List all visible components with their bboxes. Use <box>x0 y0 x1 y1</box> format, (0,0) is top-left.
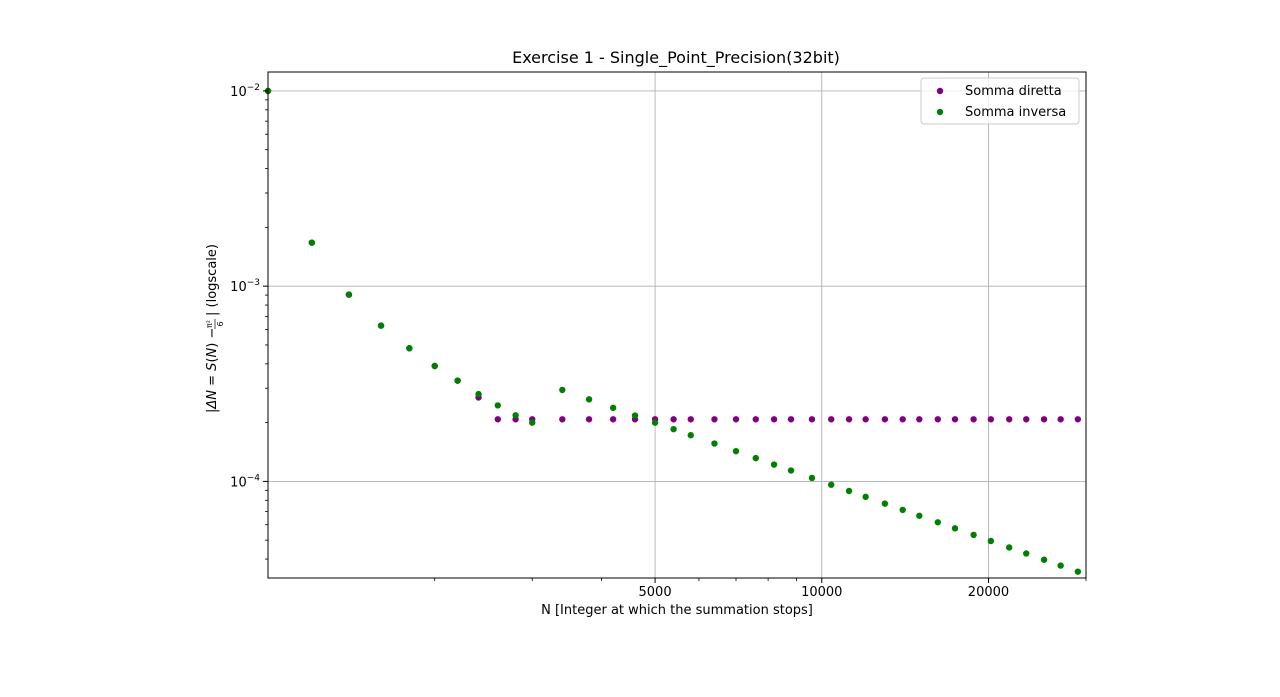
point-somma-diretta <box>732 416 740 423</box>
point-somma-diretta <box>787 416 795 423</box>
legend-label-somma-diretta: Somma diretta <box>965 84 1062 99</box>
chart-title: Exercise 1 - Single_Point_Precision(32bi… <box>512 48 840 68</box>
data-points <box>264 87 1082 575</box>
point-somma-diretta <box>609 416 617 423</box>
point-somma-inversa <box>951 525 959 532</box>
point-somma-inversa <box>862 493 869 501</box>
point-somma-inversa <box>651 419 659 426</box>
svg-text:π²: π² <box>205 320 214 328</box>
point-somma-diretta <box>808 416 816 423</box>
x-axis-label: N [Integer at which the summation stops] <box>541 603 813 618</box>
point-somma-inversa <box>377 322 385 329</box>
point-somma-inversa <box>406 345 413 352</box>
point-somma-inversa <box>1023 550 1030 557</box>
x-tick-label: 5000 <box>639 585 672 600</box>
y-axis-label: |ΔN = S(N) − π² 6 | (logscale) <box>205 244 225 413</box>
legend-box <box>920 77 1080 125</box>
point-somma-inversa <box>845 487 853 495</box>
point-somma-inversa <box>345 291 353 298</box>
y-axis-label-fraction: π² 6 <box>205 319 225 329</box>
point-somma-inversa <box>732 447 740 455</box>
point-somma-inversa <box>494 402 502 409</box>
point-somma-diretta <box>770 416 778 423</box>
point-somma-diretta <box>1074 416 1082 423</box>
point-somma-inversa <box>585 396 593 403</box>
point-somma-inversa <box>670 425 677 433</box>
point-somma-diretta <box>494 416 502 423</box>
point-somma-inversa <box>529 419 536 426</box>
point-somma-inversa <box>934 519 942 526</box>
point-somma-diretta <box>845 416 853 423</box>
point-somma-inversa <box>881 500 889 507</box>
point-somma-inversa <box>559 386 566 394</box>
point-somma-diretta <box>1040 416 1048 423</box>
point-somma-inversa <box>987 537 995 545</box>
point-somma-inversa <box>454 377 461 384</box>
point-somma-inversa <box>308 239 316 246</box>
point-somma-inversa <box>916 512 923 519</box>
point-somma-inversa <box>1040 556 1048 563</box>
point-somma-diretta <box>752 416 759 423</box>
point-somma-inversa <box>752 454 759 462</box>
point-somma-inversa <box>631 412 639 419</box>
point-somma-diretta <box>1006 416 1013 423</box>
point-somma-inversa <box>970 531 977 539</box>
point-somma-diretta <box>951 416 959 423</box>
y-tick-label: 10−4 <box>230 473 260 490</box>
point-somma-diretta <box>559 416 566 423</box>
legend-marker-somma-inversa <box>936 108 944 116</box>
x-tick-label: 20000 <box>968 585 1009 600</box>
y-tick-label: 10−2 <box>230 83 260 100</box>
legend: Somma diretta Somma inversa <box>920 77 1080 125</box>
plot-frame <box>267 71 1087 579</box>
point-somma-inversa <box>609 404 617 412</box>
y-axis-label-math: |ΔN = S(N) − <box>205 328 220 413</box>
y-tick-label: 10−3 <box>230 278 260 295</box>
point-somma-inversa <box>899 506 906 514</box>
point-somma-inversa <box>475 390 482 398</box>
point-somma-inversa <box>687 432 694 439</box>
point-somma-inversa <box>1057 562 1064 569</box>
point-somma-inversa <box>1074 568 1082 575</box>
point-somma-inversa <box>770 461 778 468</box>
point-somma-diretta <box>670 416 677 423</box>
point-somma-inversa <box>808 474 816 482</box>
point-somma-inversa <box>431 362 438 370</box>
point-somma-diretta <box>970 416 977 423</box>
y-axis-label-tail: | (logscale) <box>205 244 220 316</box>
x-tick-label: 10000 <box>801 585 842 600</box>
point-somma-inversa <box>512 412 519 419</box>
point-somma-diretta <box>987 416 995 423</box>
point-somma-diretta <box>687 416 694 423</box>
point-somma-diretta <box>881 416 889 423</box>
point-somma-diretta <box>711 416 718 423</box>
point-somma-diretta <box>862 416 869 423</box>
point-somma-diretta <box>899 416 906 423</box>
point-somma-diretta <box>585 416 593 423</box>
point-somma-diretta <box>1057 416 1064 423</box>
point-somma-diretta <box>934 416 942 423</box>
point-somma-inversa <box>1006 544 1013 551</box>
legend-marker-somma-diretta <box>936 87 944 95</box>
svg-text:6: 6 <box>216 321 225 326</box>
point-somma-diretta <box>916 416 923 423</box>
point-somma-diretta <box>828 416 835 423</box>
point-somma-diretta <box>1023 416 1030 423</box>
point-somma-inversa <box>787 467 795 474</box>
legend-label-somma-inversa: Somma inversa <box>965 105 1066 120</box>
point-somma-inversa <box>828 481 835 488</box>
point-somma-inversa <box>711 440 718 447</box>
